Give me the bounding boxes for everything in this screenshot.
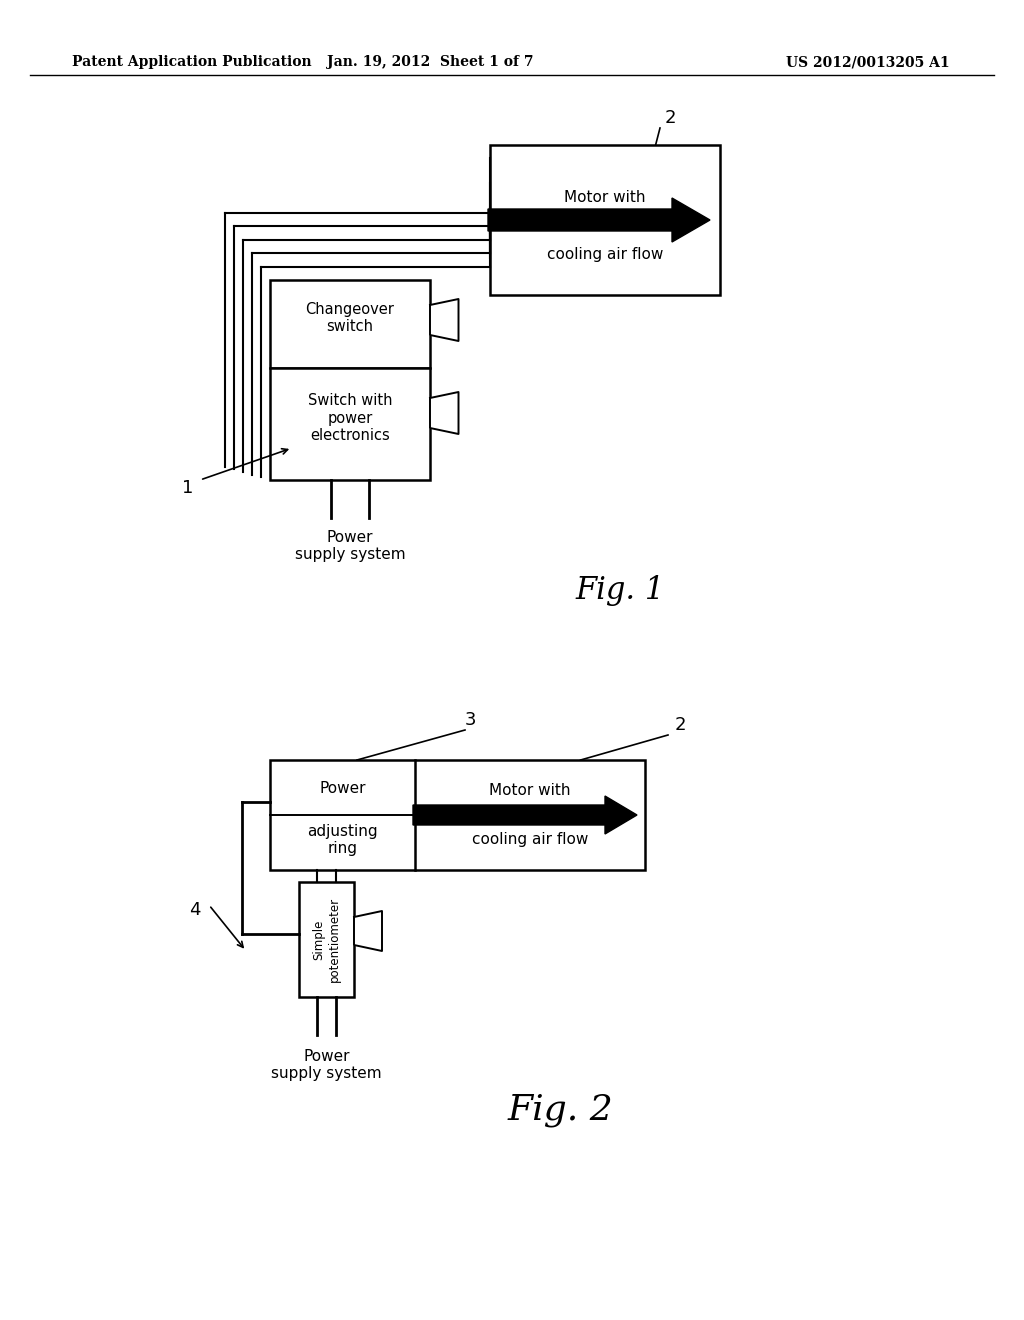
Text: 2: 2: [665, 110, 676, 127]
Text: 3: 3: [464, 711, 476, 729]
Bar: [270, 280, 430, 368]
Text: Changeover
switch: Changeover switch: [305, 302, 394, 334]
Text: Switch with
power
electronics: Switch with power electronics: [308, 393, 392, 444]
Text: Fig. 1: Fig. 1: [575, 574, 665, 606]
Text: Patent Application Publication: Patent Application Publication: [72, 55, 311, 69]
Text: Fig. 2: Fig. 2: [507, 1093, 613, 1127]
Text: Jan. 19, 2012  Sheet 1 of 7: Jan. 19, 2012 Sheet 1 of 7: [327, 55, 534, 69]
Bar: [299, 882, 354, 997]
Text: Power
supply system: Power supply system: [295, 529, 406, 562]
Polygon shape: [413, 796, 637, 834]
Text: Power: Power: [319, 781, 366, 796]
Text: 4: 4: [189, 902, 201, 919]
Polygon shape: [354, 911, 382, 950]
Text: cooling air flow: cooling air flow: [472, 832, 588, 846]
Polygon shape: [430, 392, 459, 434]
Bar: [270, 368, 430, 480]
Text: Motor with: Motor with: [489, 783, 570, 799]
Text: cooling air flow: cooling air flow: [547, 248, 664, 263]
Text: 2: 2: [674, 715, 686, 734]
Text: Motor with: Motor with: [564, 190, 646, 205]
Text: adjusting
ring: adjusting ring: [307, 824, 378, 857]
Polygon shape: [488, 198, 710, 242]
Bar: [270, 760, 645, 870]
Polygon shape: [430, 300, 459, 341]
Text: Simple
potentiometer: Simple potentiometer: [312, 896, 341, 982]
Text: 1: 1: [182, 479, 194, 498]
Text: Power
supply system: Power supply system: [271, 1049, 382, 1081]
Text: US 2012/0013205 A1: US 2012/0013205 A1: [786, 55, 950, 69]
Bar: [490, 145, 720, 294]
